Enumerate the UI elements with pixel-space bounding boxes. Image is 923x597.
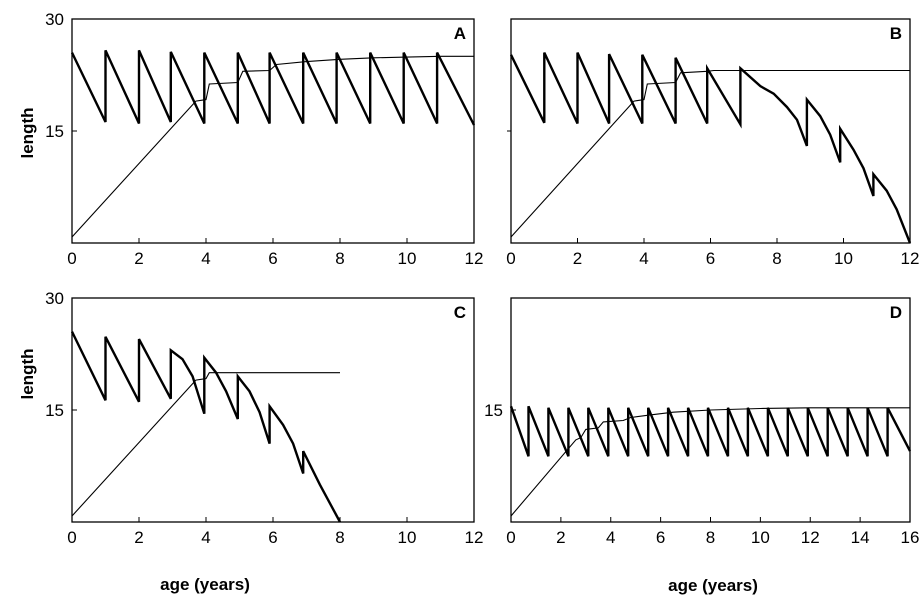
x-tick-label-d: 8 xyxy=(706,528,715,547)
x-tick-label-c: 6 xyxy=(268,528,277,547)
x-tick-label-d: 14 xyxy=(851,528,870,547)
x-tick-label-b: 2 xyxy=(573,249,582,268)
x-tick-label-d: 12 xyxy=(801,528,820,547)
x-axis-title-right: age (years) xyxy=(668,576,758,595)
x-tick-label-d: 6 xyxy=(656,528,665,547)
panel-label-a: A xyxy=(454,24,466,43)
y-tick-label-c: 15 xyxy=(45,401,64,420)
panel-label-b: B xyxy=(890,24,902,43)
series-line-b-thin xyxy=(510,69,910,238)
y-axis-title-bottom: length xyxy=(18,349,37,400)
panel-label-c: C xyxy=(454,303,466,322)
x-tick-label-d: 2 xyxy=(556,528,565,547)
x-tick-label-c: 2 xyxy=(134,528,143,547)
x-tick-label-a: 6 xyxy=(268,249,277,268)
x-tick-label-a: 0 xyxy=(67,249,76,268)
x-tick-label-d: 10 xyxy=(751,528,770,547)
series-line-c-thin xyxy=(71,372,340,517)
series-line-d-thin xyxy=(510,407,910,517)
series-line-b-thick xyxy=(509,52,912,244)
series-line-a-thick xyxy=(70,49,476,126)
plot-frame-a xyxy=(71,18,475,244)
x-tick-label-c: 0 xyxy=(67,528,76,547)
x-tick-label-a: 2 xyxy=(134,249,143,268)
x-tick-label-b: 0 xyxy=(506,249,515,268)
x-tick-label-a: 8 xyxy=(335,249,344,268)
x-tick-label-b: 10 xyxy=(834,249,853,268)
x-tick-label-b: 4 xyxy=(639,249,648,268)
x-tick-label-d: 16 xyxy=(901,528,920,547)
x-tick-label-a: 12 xyxy=(465,249,484,268)
series-line-a-thin xyxy=(71,55,474,238)
series-line-d-thick xyxy=(509,405,912,457)
panel-b: 0 2 4 6 8 10 12 B xyxy=(506,18,920,268)
x-tick-label-b: 8 xyxy=(772,249,781,268)
x-tick-label-c: 8 xyxy=(335,528,344,547)
y-tick-label-d: 15 xyxy=(484,401,503,420)
x-tick-label-c: 4 xyxy=(201,528,210,547)
plot-frame-b xyxy=(510,18,911,244)
panel-label-d: D xyxy=(890,303,902,322)
y-tick-label-a: 15 xyxy=(45,122,64,141)
y-axis-title-top: length xyxy=(18,108,37,159)
x-tick-label-c: 12 xyxy=(465,528,484,547)
x-axis-title-left: age (years) xyxy=(160,575,250,594)
panel-c: 0 2 4 6 8 10 12 15 30 C xyxy=(45,289,483,547)
x-tick-label-a: 10 xyxy=(398,249,417,268)
x-tick-label-d: 4 xyxy=(606,528,615,547)
x-tick-label-b: 6 xyxy=(706,249,715,268)
panel-d: 0 2 4 6 8 10 12 14 16 15 D xyxy=(484,297,920,547)
x-tick-label-b: 12 xyxy=(901,249,920,268)
x-tick-label-d: 0 xyxy=(506,528,515,547)
panel-a: 0 2 4 6 8 10 12 15 30 A xyxy=(45,10,483,268)
y-tick-label-c: 30 xyxy=(45,289,64,308)
x-tick-label-a: 4 xyxy=(201,249,210,268)
x-tick-label-c: 10 xyxy=(398,528,417,547)
series-line-c-thick xyxy=(70,331,342,523)
y-tick-label-a: 30 xyxy=(45,10,64,29)
